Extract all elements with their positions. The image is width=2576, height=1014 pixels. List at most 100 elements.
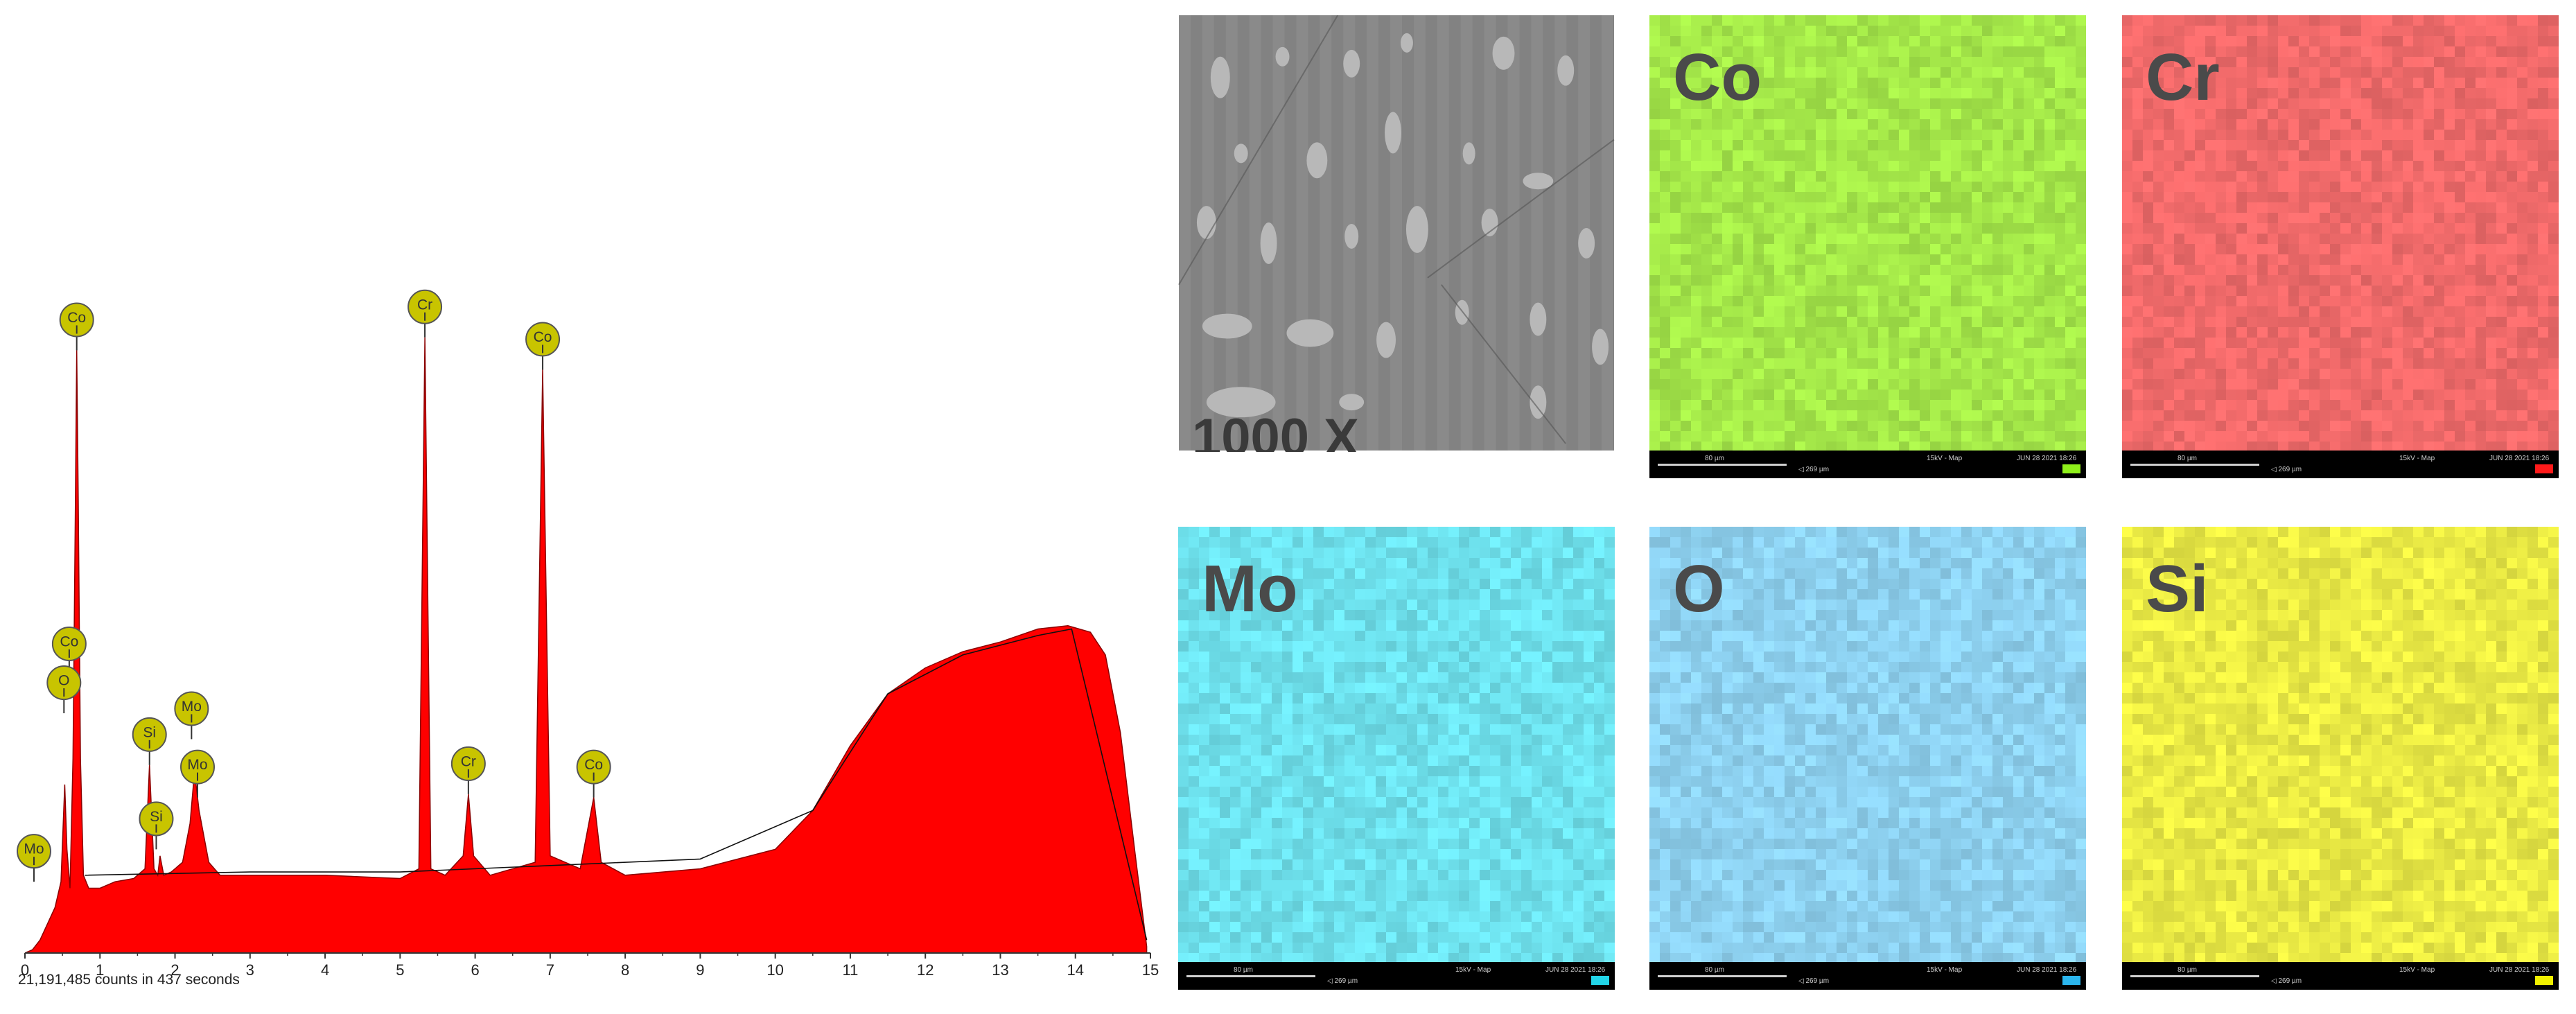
x-tick-label: 9 [696,961,704,979]
scale-bar: 80 µm ◁ 269 µm 15kV - Map JUN 28 2021 18… [2122,451,2559,478]
spectrum-area [24,337,1148,954]
peak-label: Mo [24,841,44,857]
peak-label: Cr [461,753,476,769]
element-label: Co [1673,40,1762,114]
mo-map-image [1178,527,1615,962]
x-tick-label: 10 [766,961,783,979]
eds-spectrum-panel: 0 1 2 3 4 5 6 7 8 9 10 11 12 13 14 15 Co Co O Mo Si Si Mo Mo Cr… [0,0,1164,1014]
element-label: Si [2146,552,2209,626]
peak-badge [174,691,209,726]
x-tick-label: 7 [546,961,554,979]
date-text: JUN 28 2021 18:26 [2017,455,2077,462]
peak-label: Mo [182,699,202,715]
scale-bar: 80 µm ◁ 269 µm 15kV - Map JUN 28 2021 18… [1649,962,2086,990]
scale-line [1658,464,1787,466]
date-text: JUN 28 2021 18:26 [1545,966,1606,974]
peak-label: Co [584,757,603,773]
scale-bar: 80 µm ◁ 269 µm 15kV - Map JUN 28 2021 18… [2122,962,2559,990]
peak-badge [139,801,174,837]
scale-text: 80 µm [1705,455,1724,462]
color-chip [2062,464,2080,473]
peak-badge [16,834,51,869]
peak-marker: Co [525,322,561,370]
peak-label: O [58,673,69,689]
peak-marker: Co [576,749,611,798]
peak-badge [525,322,561,357]
peak-label: Co [534,329,552,345]
peak-marker: Cr [408,289,443,338]
peak-label: Cr [417,297,432,313]
peak-badge [576,749,611,785]
o-map-image [1649,527,2086,962]
mode-text: 15kV - Map [1927,966,1963,974]
mode-text: 15kV - Map [2399,455,2435,462]
map-tile-co: Co 80 µm ◁ 269 µm 15kV - Map JUN 28 2021… [1649,15,2086,478]
peak-marker: Cr [450,746,486,794]
peak-badge [51,626,87,661]
peak-marker: Mo [16,834,51,882]
map-tile-o: O 80 µm ◁ 269 µm 15kV - Map JUN 28 2021 … [1649,527,2086,990]
sem-micrograph [1178,15,1615,451]
color-chip [2535,976,2553,985]
x-tick-label: 11 [843,961,859,979]
peak-badge [59,302,94,338]
map-tile-mo: Mo 80 µm ◁ 269 µm 15kV - Map JUN 28 2021… [1178,527,1615,990]
map-tile-si: Si 80 µm ◁ 269 µm 15kV - Map JUN 28 2021… [2122,527,2559,990]
date-text: JUN 28 2021 18:26 [2489,966,2550,974]
date-text: JUN 28 2021 18:26 [2489,455,2550,462]
peak-badge [450,746,486,781]
color-chip [2062,976,2080,985]
map-tile-cr: Cr 80 µm ◁ 269 µm 15kV - Map JUN 28 2021… [2122,15,2559,478]
peak-marker: O [46,665,82,714]
x-tick-label: 3 [246,961,254,979]
x-tick-label: 12 [917,961,934,979]
mode-text: 15kV - Map [1927,455,1963,462]
peak-badge [46,665,82,701]
peak-marker: Co [51,626,87,674]
x-tick-label: 14 [1067,961,1083,979]
scale-bar: 80 µm ◁ 269 µm 15kV - Map JUN 28 2021 18… [1178,962,1615,990]
background-fit-line [85,628,1148,941]
x-tick-label: 2 [170,961,179,979]
peak-badge [408,289,443,324]
element-label: Cr [2146,40,2220,114]
x-tick-label: 6 [471,961,479,979]
peak-marker: Si [132,717,167,765]
x-tick-label: 8 [621,961,629,979]
date-text: JUN 28 2021 18:26 [2017,966,2077,974]
peak-marker: Mo [180,749,216,798]
peak-label: Co [67,310,86,326]
peak-label: Si [143,724,156,740]
peak-badge [132,717,167,752]
fov-text: ◁ 269 µm [2271,466,2302,473]
element-label: O [1673,552,1725,626]
cr-map-image [2122,15,2559,451]
fov-text: ◁ 269 µm [1798,466,1830,473]
peak-marker: Mo [174,691,209,740]
eds-spectrum-chart: 0 1 2 3 4 5 6 7 8 9 10 11 12 13 14 15 CoCoOMoSiSiMoMoCr… [16,289,1159,979]
mode-text: 15kV - Map [1455,966,1491,974]
x-tick-label: 13 [992,961,1008,979]
fov-text: ◁ 269 µm [1798,977,1830,985]
scale-text: 80 µm [2178,966,2197,974]
magnification-label: 1000 X [1192,408,1359,453]
peak-badge [180,749,216,785]
scale-line [2130,464,2259,466]
scale-line [1658,975,1787,977]
peak-marker: Co [59,302,94,351]
peak-label: Mo [187,757,207,773]
sem-image-tile: 1000 X [1178,15,1615,452]
scale-text: 80 µm [1234,966,1253,974]
color-chip [1591,976,1609,985]
counts-summary: 21,191,485 counts in 437 seconds [18,972,240,988]
scale-line [2130,975,2259,977]
scale-text: 80 µm [1705,966,1724,974]
fov-text: ◁ 269 µm [2271,977,2302,985]
x-tick-label: 15 [1142,961,1159,979]
x-tick-label: 4 [321,961,329,979]
scale-bar: 80 µm ◁ 269 µm 15kV - Map JUN 28 2021 18… [1649,451,2086,478]
peak-label: Si [150,809,163,825]
x-tick-label: 5 [396,961,404,979]
fov-text: ◁ 269 µm [1327,977,1358,985]
peak-marker: Si [139,801,174,850]
